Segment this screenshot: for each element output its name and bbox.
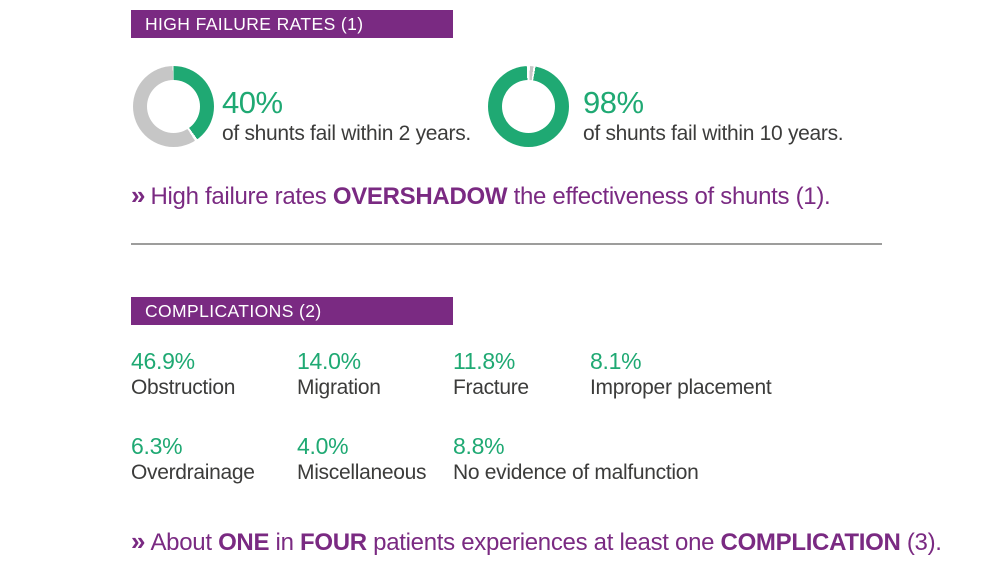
stat-label: No evidence of malfunction (453, 461, 699, 485)
complications-note: » About ONE in FOUR patients experiences … (131, 526, 942, 558)
stat-miscellaneous: 4.0% Miscellaneous (297, 433, 427, 488)
stat-label: Improper placement (590, 376, 772, 400)
complications-note-text: About ONE in FOUR patients experiences a… (150, 529, 942, 556)
stat-percent: 8.1% (590, 348, 642, 374)
donut-caption-10-years: of shunts fail within 10 years. (583, 122, 844, 145)
stat-no-evidence: 8.8% No evidence of malfunction (453, 433, 699, 488)
stat-percent: 11.8% (453, 348, 516, 374)
stat-fracture: 11.8% Fracture (453, 348, 529, 403)
complications-header-label: COMPLICATIONS (2) (145, 300, 322, 321)
donut-percent-2-years: 40% (222, 85, 283, 120)
stat-obstruction: 46.9% Obstruction (131, 348, 236, 403)
donut-chart-10-years (488, 66, 569, 147)
stat-label: Miscellaneous (297, 461, 427, 485)
stat-improper-placement: 8.1% Improper placement (590, 348, 772, 403)
donut-chart-2-years (133, 66, 214, 147)
stat-percent: 46.9% (131, 348, 195, 374)
complications-header: COMPLICATIONS (2) (131, 297, 453, 325)
failure-note: » High failure rates OVERSHADOW the effec… (131, 180, 831, 212)
stat-percent: 4.0% (297, 433, 349, 459)
high-failure-rates-header: HIGH FAILURE RATES (1) (131, 10, 453, 38)
stat-migration: 14.0% Migration (297, 348, 381, 403)
section-divider (131, 243, 882, 245)
stat-percent: 14.0% (297, 348, 361, 374)
high-failure-rates-header-label: HIGH FAILURE RATES (1) (145, 13, 364, 34)
stat-label: Obstruction (131, 376, 236, 400)
double-chevron-icon: » (131, 180, 146, 210)
stat-percent: 8.8% (453, 433, 505, 459)
stat-label: Overdrainage (131, 461, 255, 485)
donut-caption-2-years: of shunts fail within 2 years. (222, 122, 471, 145)
donut-percent-10-years: 98% (583, 85, 644, 120)
stat-label: Migration (297, 376, 381, 400)
double-chevron-icon: » (131, 526, 146, 556)
stat-label: Fracture (453, 376, 529, 400)
stat-percent: 6.3% (131, 433, 183, 459)
stat-overdrainage: 6.3% Overdrainage (131, 433, 255, 488)
failure-note-text: High failure rates OVERSHADOW the effect… (150, 183, 831, 210)
